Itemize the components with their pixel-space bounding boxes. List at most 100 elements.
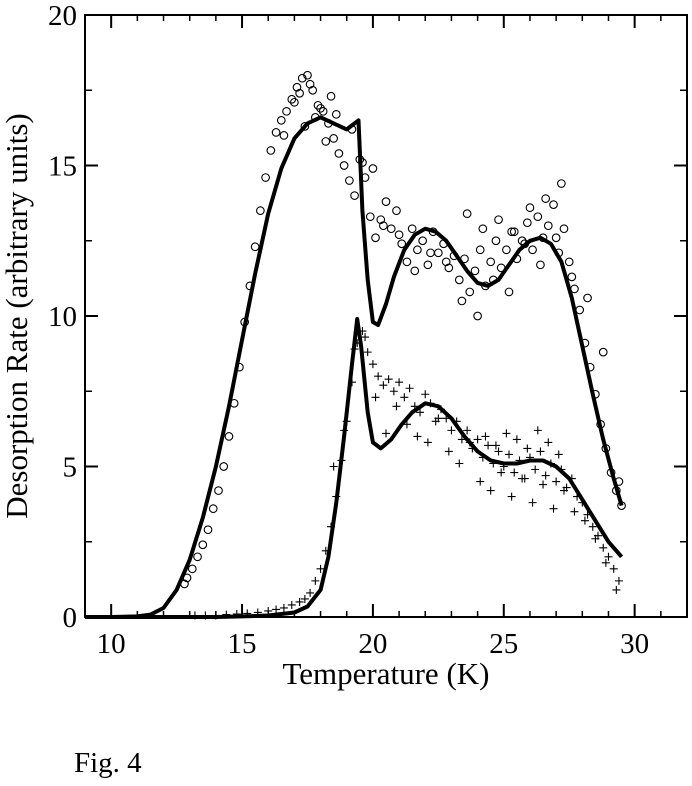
plus-data-point: [491, 441, 500, 450]
plus-data-point: [361, 333, 370, 342]
plus-data-point: [588, 522, 597, 531]
circle-data-point: [261, 173, 270, 182]
plus-data-point: [476, 477, 485, 486]
plus-data-point: [510, 468, 519, 477]
circle-data-point: [371, 233, 380, 243]
circle-data-point: [557, 179, 566, 188]
circle-data-point: [271, 128, 281, 137]
circle-data-point: [368, 164, 378, 173]
circle-data-point: [410, 266, 420, 276]
circle-data-point: [292, 82, 302, 92]
circle-data-point: [543, 221, 553, 231]
circle-data-point: [386, 224, 396, 234]
plus-data-point: [570, 507, 579, 516]
plus-data-point: [421, 390, 430, 399]
circle-data-point: [462, 209, 472, 219]
plus-data-point: [473, 435, 482, 444]
circle-data-point: [300, 122, 310, 131]
circle-data-point: [198, 540, 208, 550]
x-axis-label: Temperature (K): [283, 656, 490, 691]
series-layer: [85, 70, 626, 620]
circle-data-point: [203, 525, 213, 535]
circle-data-point: [457, 296, 467, 306]
plus-data-point: [549, 504, 558, 513]
circle-data-point: [331, 109, 341, 119]
circle-data-point: [297, 73, 307, 83]
circle-data-point: [350, 191, 359, 200]
circle-data-point: [250, 242, 260, 252]
circle-data-point: [470, 266, 480, 276]
plus-data-point: [384, 375, 393, 384]
plus-data-point: [554, 450, 563, 459]
plus-data-point: [531, 465, 540, 474]
circle-data-point: [559, 224, 569, 234]
fit-lower-line: [85, 317, 624, 619]
circle-data-point: [193, 552, 202, 562]
y-tick-label: 15: [48, 151, 77, 183]
plus-data-point: [533, 426, 542, 435]
plus-data-point: [423, 438, 432, 447]
x-tick-label: 15: [228, 628, 257, 660]
plus-data-point: [591, 534, 600, 543]
x-tick-label: 10: [97, 628, 126, 660]
circle-data-point: [214, 486, 223, 495]
circle-data-point: [394, 230, 404, 240]
plus-data-point: [541, 471, 550, 480]
circle-data-point: [208, 504, 218, 513]
plus-data-point: [300, 594, 309, 603]
plus-data-point: [416, 408, 425, 417]
circle-data-point: [504, 287, 514, 297]
circle-data-point: [276, 115, 286, 125]
circle-data-point: [426, 248, 435, 258]
circle-data-point: [279, 131, 289, 140]
circle-data-point: [379, 221, 388, 231]
fit-upper-line: [85, 115, 624, 619]
circle-data-point: [549, 200, 558, 209]
circle-data-point: [475, 245, 485, 255]
plus-data-point: [413, 432, 422, 441]
circle-data-point: [598, 347, 608, 357]
circle-data-point: [407, 224, 417, 234]
circle-data-point: [551, 233, 561, 243]
circle-data-point: [536, 260, 545, 270]
plus-data-point: [494, 447, 503, 456]
plus-data-point: [486, 486, 495, 495]
circle-data-point: [433, 248, 443, 258]
circle-data-point: [478, 224, 488, 234]
x-tick-label: 25: [489, 628, 518, 660]
plus-data-point: [279, 603, 288, 612]
circle-data-point: [454, 275, 464, 285]
circle-data-point: [486, 257, 496, 267]
plus-data-point: [604, 552, 613, 561]
plus-data-point: [379, 381, 388, 390]
circle-data-point: [345, 176, 354, 185]
plus-data-point: [311, 576, 320, 585]
circle-data-point: [413, 245, 422, 255]
x-tick-label: 20: [358, 628, 387, 660]
circle-data-point: [295, 88, 304, 98]
plus-data-point: [544, 438, 553, 447]
plus-data-point: [316, 564, 325, 573]
circle-data-point: [329, 134, 339, 143]
circle-data-point: [583, 293, 592, 303]
plus-data-point: [272, 605, 281, 614]
circle-data-point: [282, 106, 291, 116]
circle-data-point: [287, 94, 297, 104]
circle-data-point: [528, 245, 537, 255]
circle-data-point: [525, 203, 535, 212]
circle-data-point: [290, 97, 299, 107]
circle-data-point: [465, 287, 475, 297]
plus-data-point: [612, 585, 621, 594]
plus-data-point: [374, 372, 383, 381]
axis-ticks: [84, 14, 688, 618]
circle-data-point: [402, 257, 412, 267]
figure-caption: Fig. 4: [74, 747, 142, 779]
plus-data-point: [523, 444, 532, 453]
circle-data-point: [441, 257, 451, 267]
circle-data-point: [219, 462, 229, 471]
circle-data-point: [397, 239, 407, 249]
plus-data-point: [601, 558, 610, 567]
plus-data-point: [609, 564, 618, 573]
plus-data-point: [382, 429, 390, 438]
